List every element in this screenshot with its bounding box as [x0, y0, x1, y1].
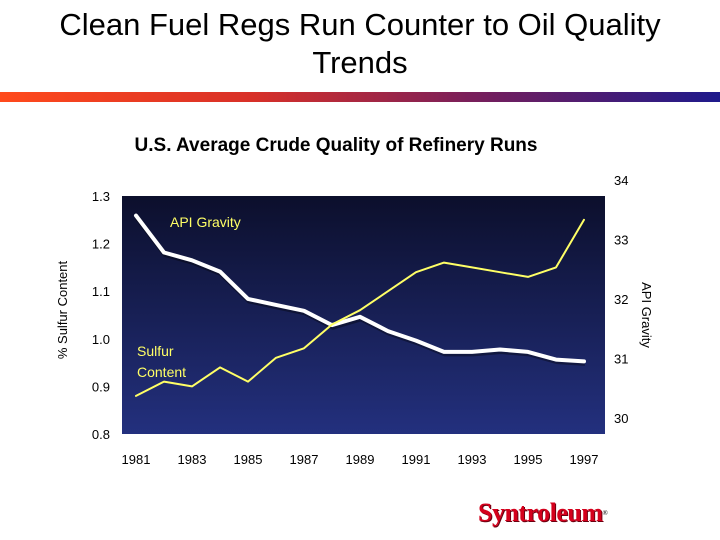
- slide-title-line-2: Trends: [312, 45, 408, 80]
- sulfur-content-point: [359, 309, 361, 311]
- syntroleum-logo: Syntroleum®: [478, 498, 608, 527]
- left-tick-label: 0.9: [92, 379, 110, 394]
- sulfur-content-point: [247, 381, 249, 383]
- sulfur-content-point: [303, 347, 305, 349]
- sulfur-content-point: [583, 219, 585, 221]
- right-axis-ticks: 34 33 32 31 30: [614, 173, 628, 426]
- api-gravity-point: [387, 330, 389, 332]
- api-gravity-point: [359, 316, 361, 318]
- left-axis-ticks: 1.3 1.2 1.1 1.0 0.9 0.8: [92, 189, 110, 442]
- x-tick-label: 1991: [402, 452, 431, 467]
- api-gravity-point: [443, 351, 445, 353]
- x-tick-label: 1985: [234, 452, 263, 467]
- sulfur-series-label-line-2: Content: [137, 364, 186, 380]
- x-tick-label: 1993: [458, 452, 487, 467]
- sulfur-content-point: [499, 271, 501, 273]
- x-axis-ticks: 1981 1983 1985 1987 1989 1991 1993 1995 1997: [122, 452, 599, 467]
- x-tick-label: 1995: [514, 452, 543, 467]
- x-tick-label: 1987: [290, 452, 319, 467]
- api-gravity-point: [303, 310, 305, 312]
- sulfur-content-point: [387, 290, 389, 292]
- chart-title: U.S. Average Crude Quality of Refinery R…: [135, 135, 538, 156]
- api-gravity-point: [163, 252, 165, 254]
- sulfur-content-point: [219, 366, 221, 368]
- sulfur-series-label-line-1: Sulfur: [137, 343, 174, 359]
- sulfur-content-point: [191, 385, 193, 387]
- api-gravity-point: [275, 304, 277, 306]
- sulfur-content-point: [471, 266, 473, 268]
- api-gravity-point: [499, 349, 501, 351]
- api-gravity-point: [415, 340, 417, 342]
- right-tick-label: 30: [614, 411, 628, 426]
- left-tick-label: 1.3: [92, 189, 110, 204]
- logo-text: Syntroleum: [478, 498, 603, 527]
- right-axis-label: API Gravity: [639, 282, 654, 348]
- left-tick-label: 1.1: [92, 284, 110, 299]
- registered-mark: ®: [602, 509, 608, 517]
- api-gravity-point: [135, 215, 137, 217]
- x-tick-label: 1989: [346, 452, 375, 467]
- left-axis-label: % Sulfur Content: [55, 260, 70, 359]
- plot-area: [122, 196, 605, 434]
- left-tick-label: 1.0: [92, 332, 110, 347]
- api-gravity-point: [219, 271, 221, 273]
- slide-title: Clean Fuel Regs Run Counter to Oil Quali…: [0, 6, 720, 82]
- api-gravity-line: [134, 213, 586, 364]
- right-tick-label: 31: [614, 352, 628, 367]
- api-gravity-point: [527, 351, 529, 353]
- sulfur-content-point: [275, 357, 277, 359]
- left-tick-label: 1.2: [92, 237, 110, 252]
- x-tick-label: 1981: [122, 452, 151, 467]
- title-divider: [0, 92, 720, 102]
- right-tick-label: 32: [614, 292, 628, 307]
- sulfur-content-point: [331, 324, 333, 326]
- right-tick-label: 34: [614, 173, 628, 188]
- left-tick-label: 0.8: [92, 427, 110, 442]
- api-gravity-point: [471, 351, 473, 353]
- series-layer: [134, 213, 586, 397]
- right-tick-label: 33: [614, 233, 628, 248]
- api-gravity-series-label: API Gravity: [170, 214, 241, 230]
- x-tick-label: 1983: [178, 452, 207, 467]
- sulfur-content-point: [555, 266, 557, 268]
- sulfur-content-line: [135, 218, 585, 397]
- api-gravity-point: [191, 259, 193, 261]
- sulfur-content-point: [443, 262, 445, 264]
- sulfur-content-point: [415, 271, 417, 273]
- sulfur-content-point: [527, 276, 529, 278]
- api-gravity-point: [583, 360, 585, 362]
- x-tick-label: 1997: [570, 452, 599, 467]
- sulfur-content-point: [163, 381, 165, 383]
- slide-title-line-1: Clean Fuel Regs Run Counter to Oil Quali…: [59, 7, 661, 42]
- api-gravity-point: [555, 359, 557, 361]
- crude-quality-chart: U.S. Average Crude Quality of Refinery R…: [55, 135, 654, 467]
- api-gravity-point: [247, 298, 249, 300]
- sulfur-content-point: [135, 395, 137, 397]
